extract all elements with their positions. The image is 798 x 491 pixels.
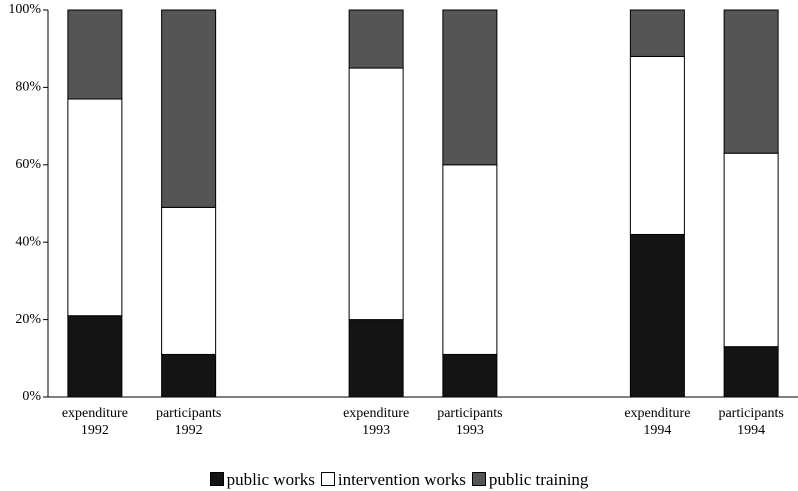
bar-segment — [723, 152, 779, 348]
bar-segment — [67, 98, 123, 317]
legend-swatch — [209, 472, 224, 486]
x-tick-label: participants 1992 — [155, 406, 222, 438]
legend: public works intervention works public tra… — [0, 470, 798, 490]
legend-label: intervention works — [337, 470, 466, 489]
bar-segment — [161, 353, 217, 398]
x-tick-label: expenditure 1993 — [343, 406, 410, 438]
y-tick-label: 100% — [8, 2, 41, 17]
x-tick-label: participants 1993 — [437, 406, 503, 438]
x-tick-label: expenditure 1992 — [61, 406, 128, 438]
y-tick-label: 80% — [15, 80, 41, 95]
x-tick-label: participants 1994 — [718, 406, 784, 438]
y-tick-label: 60% — [15, 157, 41, 172]
bar-segment — [67, 9, 123, 100]
y-tick-label: 0% — [22, 389, 41, 404]
bar-segment — [442, 9, 498, 166]
y-tick-label: 40% — [15, 234, 41, 249]
legend-label: public works — [226, 470, 315, 489]
legend-item: intervention works — [320, 470, 466, 490]
legend-item: public training — [471, 470, 589, 490]
bar-segment — [629, 233, 685, 398]
legend-label: public training — [488, 470, 589, 489]
legend-swatch — [471, 472, 486, 486]
bar-segment — [348, 9, 404, 69]
bar-segment — [723, 346, 779, 398]
bar-segment — [161, 206, 217, 355]
bar-segment — [442, 164, 498, 355]
legend-swatch — [320, 472, 335, 486]
bar-segment — [348, 67, 404, 321]
bar-segment — [161, 9, 217, 208]
bar-segment — [67, 315, 123, 398]
bar-segment — [723, 9, 779, 154]
bar-segment — [629, 55, 685, 235]
y-tick-label: 20% — [15, 312, 41, 327]
bar-segment — [442, 353, 498, 398]
bar-segment — [348, 319, 404, 398]
legend-item: public works — [209, 470, 315, 490]
x-tick-label: expenditure 1994 — [624, 406, 691, 438]
bar-segment — [629, 9, 685, 57]
